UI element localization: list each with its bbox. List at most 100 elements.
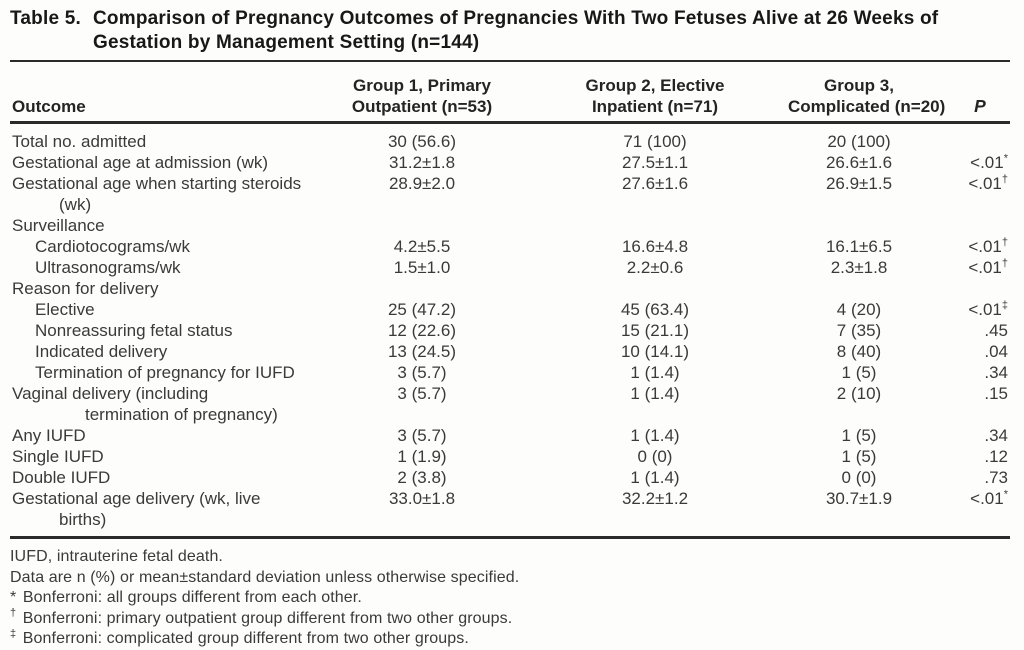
footnote-line: ‡ Bonferroni: complicated group differen… bbox=[10, 627, 469, 647]
p-value-cell: <.01‡ bbox=[968, 299, 1008, 319]
group3-value-cell bbox=[788, 215, 930, 236]
group2-value-cell bbox=[522, 215, 788, 236]
p-footnote-marker: * bbox=[1003, 488, 1008, 501]
group2-value-cell bbox=[522, 278, 788, 299]
p-value-cell bbox=[930, 215, 1010, 236]
group2-value-cell: 16.6±4.8 bbox=[621, 237, 689, 256]
group3-value-cell: 0 (0) bbox=[841, 468, 877, 487]
group2-value-cell: 0 (0) bbox=[637, 447, 673, 466]
group1-value-cell: 33.0±1.8 bbox=[388, 489, 456, 508]
group3-value-cell: 1 (5) bbox=[841, 447, 877, 466]
row-label: Cardiotocograms/wk bbox=[35, 237, 190, 256]
row-label: Vaginal delivery (including bbox=[12, 384, 209, 403]
table-body: Total no. admitted 30 (56.6) 71 (100) 20 (1… bbox=[10, 123, 1010, 538]
group3-value-cell bbox=[788, 278, 930, 299]
group2-value-cell: 15 (21.1) bbox=[620, 321, 690, 340]
header-row: Outcome Group 1, Primary Outpatient (n=5… bbox=[10, 62, 1010, 124]
group3-value-cell: 26.6±1.6 bbox=[825, 153, 893, 172]
group1-value-cell: 3 (5.7) bbox=[397, 363, 447, 382]
group3-value-cell: 20 (100) bbox=[827, 132, 891, 151]
group1-value-cell: 3 (5.7) bbox=[397, 384, 447, 403]
group3-value-cell: 26.9±1.5 bbox=[825, 174, 893, 193]
table-row: Indicated delivery 13 (24.5) 10 (14.1) 8 (4… bbox=[10, 341, 1010, 362]
column-header-p: P bbox=[930, 62, 1010, 124]
group2-header-line1: Group 2, Elective bbox=[585, 76, 725, 95]
footnote-line: IUFD, intrauterine fetal death. bbox=[10, 548, 223, 565]
section-header-row: Surveillance bbox=[10, 215, 1010, 236]
table-row: Gestational age at admission (wk) 31.2±1.… bbox=[10, 152, 1010, 173]
group2-value-cell: 10 (14.1) bbox=[620, 342, 690, 361]
row-label: Surveillance bbox=[12, 216, 105, 235]
outcome-cell: Gestational age when starting steroids (w… bbox=[10, 173, 322, 215]
p-footnote-marker: * bbox=[1003, 152, 1008, 165]
outcome-cell: Cardiotocograms/wk bbox=[10, 236, 322, 257]
group2-value-cell: 1 (1.4) bbox=[630, 384, 680, 403]
footnote-line: Data are n (%) or mean±standard deviatio… bbox=[10, 568, 520, 586]
table-row: Double IUFD 2 (3.8) 1 (1.4) 0 (0) .73 bbox=[10, 467, 1010, 488]
group1-value-cell: 1.5±1.0 bbox=[393, 258, 451, 277]
table-number-label: Table 5. bbox=[10, 8, 81, 29]
group1-value-cell: 25 (47.2) bbox=[387, 300, 457, 319]
group2-value-cell: 2.2±0.6 bbox=[626, 258, 684, 277]
group3-value-cell: 2 (10) bbox=[836, 384, 882, 403]
table-row: Gestational age when starting steroids (w… bbox=[10, 173, 1010, 215]
table-row: Elective 25 (47.2) 45 (63.4) 4 (20) <.01‡ bbox=[10, 299, 1010, 320]
row-label: Any IUFD bbox=[12, 426, 86, 445]
group2-value-cell: 71 (100) bbox=[623, 132, 687, 151]
row-label: Total no. admitted bbox=[12, 132, 147, 151]
p-value-cell bbox=[930, 278, 1010, 299]
outcome-cell: Double IUFD bbox=[10, 467, 322, 488]
p-value-cell: <.01* bbox=[970, 152, 1008, 172]
group1-value-cell bbox=[322, 215, 522, 236]
group1-value-cell: 31.2±1.8 bbox=[388, 153, 456, 172]
group1-value-cell: 13 (24.5) bbox=[387, 342, 457, 361]
row-label-continuation: births) bbox=[59, 510, 107, 529]
group1-value-cell: 12 (22.6) bbox=[387, 321, 457, 340]
group3-header-line2: Complicated (n=20) bbox=[788, 97, 946, 116]
table-row: Gestational age delivery (wk, live births… bbox=[10, 488, 1010, 538]
column-header-group2: Group 2, Elective Inpatient (n=71) bbox=[522, 62, 788, 124]
p-value-cell bbox=[930, 123, 1010, 153]
group3-value-cell: 4 (20) bbox=[836, 300, 882, 319]
section-header-row: Reason for delivery bbox=[10, 278, 1010, 299]
table-row: Vaginal delivery (including termination o… bbox=[10, 383, 1010, 425]
group1-value-cell: 4.2±5.5 bbox=[393, 237, 451, 256]
row-label-continuation: (wk) bbox=[59, 195, 92, 214]
caption-line-2: Gestation by Management Setting (n=144) bbox=[93, 32, 480, 53]
row-label: Gestational age delivery (wk, live bbox=[12, 489, 261, 508]
row-label: Gestational age when starting steroids bbox=[12, 174, 302, 193]
outcome-cell: Vaginal delivery (including termination o… bbox=[10, 383, 322, 425]
p-footnote-marker: ‡ bbox=[1001, 299, 1008, 312]
row-label: Nonreassuring fetal status bbox=[35, 321, 233, 340]
table-row: Total no. admitted 30 (56.6) 71 (100) 20 (1… bbox=[10, 123, 1010, 153]
group2-value-cell: 1 (1.4) bbox=[630, 426, 680, 445]
row-label: Termination of pregnancy for IUFD bbox=[35, 363, 295, 382]
outcome-cell: Ultrasonograms/wk bbox=[10, 257, 322, 278]
group2-value-cell: 1 (1.4) bbox=[630, 363, 680, 382]
row-label: Ultrasonograms/wk bbox=[35, 258, 181, 277]
group3-header-line1: Group 3, bbox=[824, 76, 894, 95]
group3-value-cell: 7 (35) bbox=[836, 321, 882, 340]
p-footnote-marker: † bbox=[1001, 173, 1008, 186]
outcome-cell: Any IUFD bbox=[10, 425, 322, 446]
p-value-cell: .34 bbox=[984, 426, 1008, 445]
row-label: Indicated delivery bbox=[35, 342, 168, 361]
group1-value-cell: 2 (3.8) bbox=[397, 468, 447, 487]
table-caption-text: Comparison of Pregnancy Outcomes of Preg… bbox=[93, 7, 1010, 55]
footnote-marker: † bbox=[10, 607, 17, 620]
group2-value-cell: 1 (1.4) bbox=[630, 468, 680, 487]
table-row: Any IUFD 3 (5.7) 1 (1.4) 1 (5) .34 bbox=[10, 425, 1010, 446]
table-header: Outcome Group 1, Primary Outpatient (n=5… bbox=[10, 62, 1010, 124]
caption-line-1: Comparison of Pregnancy Outcomes of Preg… bbox=[93, 8, 939, 29]
outcome-cell: Total no. admitted bbox=[10, 123, 322, 153]
p-value-cell: .12 bbox=[984, 447, 1008, 466]
table-caption: Table 5. Comparison of Pregnancy Outcome… bbox=[10, 7, 1010, 55]
row-label: Reason for delivery bbox=[12, 279, 159, 298]
p-value-cell: .45 bbox=[984, 321, 1008, 340]
group3-value-cell: 16.1±6.5 bbox=[825, 237, 893, 256]
p-footnote-marker: † bbox=[1001, 236, 1008, 249]
table-row: Nonreassuring fetal status 12 (22.6) 15 (2… bbox=[10, 320, 1010, 341]
column-header-group1: Group 1, Primary Outpatient (n=53) bbox=[322, 62, 522, 124]
group1-value-cell: 28.9±2.0 bbox=[388, 174, 456, 193]
footnotes: IUFD, intrauterine fetal death. Data are … bbox=[10, 547, 1010, 650]
